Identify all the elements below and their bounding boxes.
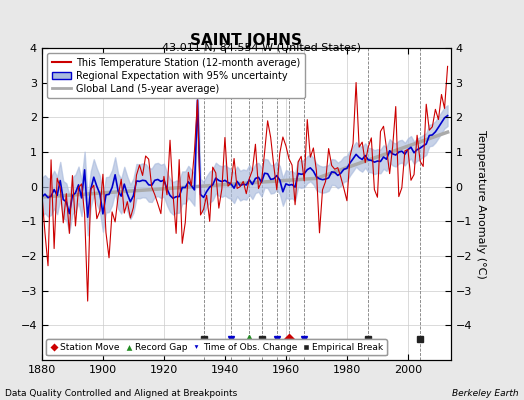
- Title: SAINT JOHNS: SAINT JOHNS: [190, 33, 302, 48]
- Legend: Station Move, Record Gap, Time of Obs. Change, Empirical Break: Station Move, Record Gap, Time of Obs. C…: [47, 339, 387, 356]
- Text: Berkeley Earth: Berkeley Earth: [452, 389, 519, 398]
- Text: Data Quality Controlled and Aligned at Breakpoints: Data Quality Controlled and Aligned at B…: [5, 389, 237, 398]
- Text: 43.011 N, 84.554 W (United States): 43.011 N, 84.554 W (United States): [162, 42, 362, 52]
- Y-axis label: Temperature Anomaly (°C): Temperature Anomaly (°C): [476, 130, 486, 278]
